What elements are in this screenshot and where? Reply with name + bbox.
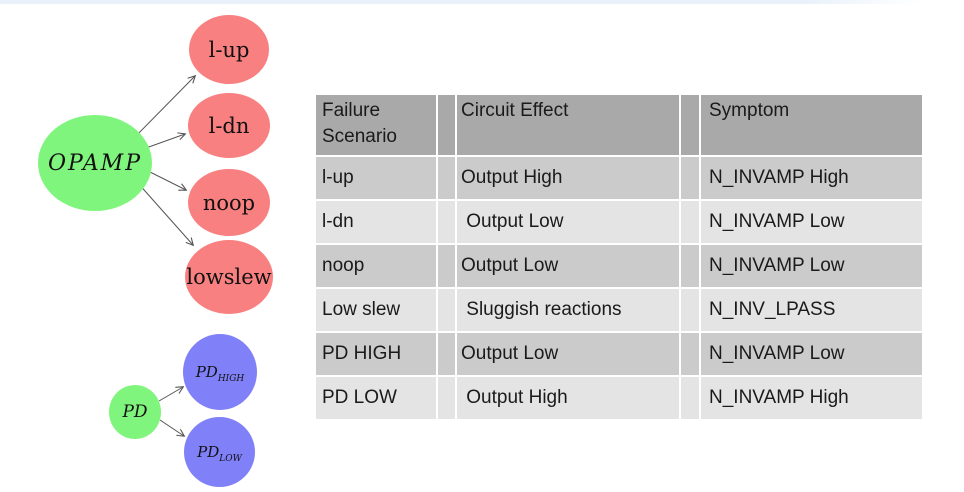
failure-node-pd-low: PDLOW: [184, 417, 255, 487]
failure-node-lowslew: lowslew: [185, 240, 273, 314]
failure-table: Failure Scenario Circuit Effect Symptom …: [314, 93, 924, 421]
cell-spacer: [438, 201, 455, 243]
header-symptom: Symptom: [701, 95, 922, 155]
failure-node-pd-low-label: PDLOW: [197, 443, 242, 464]
table-row: noop Output Low N_INVAMP Low: [316, 245, 922, 287]
failure-table-container: Failure Scenario Circuit Effect Symptom …: [314, 93, 924, 421]
failure-node-l-dn-label: l-dn: [208, 113, 250, 138]
cell-scenario: l-up: [316, 157, 436, 199]
cell-scenario: PD LOW: [316, 377, 436, 419]
failure-node-noop: noop: [188, 169, 270, 236]
failure-node-l-up: l-up: [189, 15, 269, 84]
cell-symptom: N_INVAMP High: [701, 377, 922, 419]
header-circuit-effect: Circuit Effect: [457, 95, 679, 155]
cell-spacer: [681, 157, 699, 199]
failure-node-lowslew-label: lowslew: [186, 265, 272, 289]
table-header-row: Failure Scenario Circuit Effect Symptom: [316, 95, 922, 155]
cell-effect: Output Low: [457, 245, 679, 287]
cell-effect: Output High: [457, 377, 679, 419]
pd-root-label: PD: [122, 402, 148, 422]
top-accent-strip: [0, 0, 920, 4]
opamp-root-label: OPAMP: [47, 150, 143, 176]
header-spacer-1: [438, 95, 455, 155]
edge-opamp-ldn: [145, 134, 185, 149]
header-spacer-2: [681, 95, 699, 155]
edge-opamp-lup: [130, 76, 195, 142]
cell-symptom: N_INVAMP Low: [701, 201, 922, 243]
cell-spacer: [438, 377, 455, 419]
table-row: l-dn Output Low N_INVAMP Low: [316, 201, 922, 243]
table-row: Low slew Sluggish reactions N_INV_LPASS: [316, 289, 922, 331]
cell-effect: Output Low: [457, 333, 679, 375]
edge-opamp-lowslew: [136, 181, 193, 245]
cell-spacer: [681, 245, 699, 287]
edge-pd-pdhigh: [158, 387, 183, 402]
cell-spacer: [438, 333, 455, 375]
cell-effect: Sluggish reactions: [457, 289, 679, 331]
cell-spacer: [681, 289, 699, 331]
failure-node-pd-high-label: PDHIGH: [195, 363, 245, 384]
cell-spacer: [681, 377, 699, 419]
edge-opamp-noop: [145, 169, 186, 190]
cell-spacer: [681, 333, 699, 375]
failure-node-l-dn: l-dn: [188, 93, 270, 158]
cell-symptom: N_INVAMP Low: [701, 245, 922, 287]
cell-symptom: N_INVAMP Low: [701, 333, 922, 375]
table-row: PD LOW Output High N_INVAMP High: [316, 377, 922, 419]
cell-scenario: Low slew: [316, 289, 436, 331]
cell-symptom: N_INV_LPASS: [701, 289, 922, 331]
opamp-root-node: OPAMP: [38, 115, 152, 211]
cell-scenario: l-dn: [316, 201, 436, 243]
cell-effect: Output High: [457, 157, 679, 199]
edge-pd-pdlow: [159, 419, 184, 436]
table-row: PD HIGH Output Low N_INVAMP Low: [316, 333, 922, 375]
failure-node-pd-high: PDHIGH: [183, 334, 257, 410]
cell-spacer: [681, 201, 699, 243]
header-failure-scenario: Failure Scenario: [316, 95, 436, 155]
pd-root-node: PD: [109, 385, 161, 439]
cell-spacer: [438, 245, 455, 287]
table-row: l-up Output High N_INVAMP High: [316, 157, 922, 199]
cell-spacer: [438, 157, 455, 199]
cell-spacer: [438, 289, 455, 331]
cell-scenario: PD HIGH: [316, 333, 436, 375]
cell-scenario: noop: [316, 245, 436, 287]
failure-node-l-up-label: l-up: [208, 37, 250, 62]
cell-effect: Output Low: [457, 201, 679, 243]
failure-node-noop-label: noop: [202, 190, 256, 215]
cell-symptom: N_INVAMP High: [701, 157, 922, 199]
